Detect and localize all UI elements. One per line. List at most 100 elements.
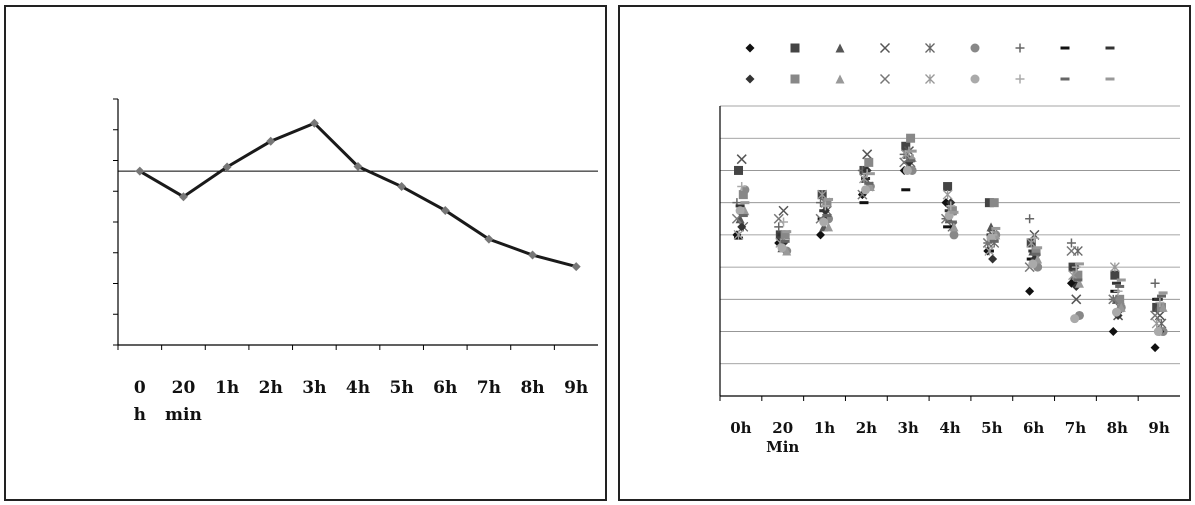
data-point <box>865 172 875 176</box>
x-tick-label-part: 7h <box>1065 419 1086 437</box>
data-point <box>1071 294 1082 305</box>
x-tick-label: 0h <box>730 419 751 437</box>
legend-marker <box>745 43 755 53</box>
legend-marker <box>925 43 935 53</box>
x-tick-label-part: 0h <box>730 419 751 437</box>
data-point <box>774 222 784 232</box>
data-point <box>1150 278 1160 288</box>
data-point <box>1028 259 1038 269</box>
data-point <box>824 197 834 201</box>
x-tick-label-part: 20 <box>172 378 196 398</box>
legend-marker <box>790 74 800 84</box>
data-point <box>1070 314 1080 324</box>
data-point <box>528 250 538 260</box>
data-point <box>941 198 951 208</box>
x-tick-label: 1h <box>814 419 835 437</box>
x-tick-label-part: h <box>134 405 146 425</box>
data-point <box>1108 327 1118 337</box>
data-point <box>782 230 792 234</box>
x-tick-label: 6h <box>1023 419 1044 437</box>
x-tick-label: 7h <box>1065 419 1086 437</box>
data-point <box>820 206 830 216</box>
data-point <box>986 222 996 232</box>
x-tick-label: 9h <box>1148 419 1169 437</box>
data-point <box>1113 286 1123 296</box>
data-point <box>733 229 744 240</box>
data-point <box>738 214 748 218</box>
legend-marker <box>879 42 891 54</box>
x-tick-label-part: 0 <box>134 378 146 398</box>
data-point <box>1156 294 1166 298</box>
data-point <box>824 222 834 232</box>
chart-panel-a: 0 h 20 min 1h 2h 3h 4h 5h 6h 7h 8h 9h <box>4 5 607 501</box>
data-point <box>1109 262 1120 273</box>
x-tick-label-part: 1h <box>215 378 239 398</box>
data-point <box>1115 284 1125 288</box>
data-point <box>899 149 909 159</box>
data-point <box>822 214 832 218</box>
data-point <box>864 181 874 185</box>
legend-marker <box>970 74 980 84</box>
x-tick-label-part: 7h <box>477 378 501 398</box>
legend-marker <box>1015 74 1025 84</box>
x-tick-label-part: 1h <box>814 419 835 437</box>
data-point <box>738 190 748 200</box>
x-tick-label: 8h <box>520 378 544 398</box>
data-point <box>989 239 999 243</box>
data-point <box>942 189 953 200</box>
data-point <box>1153 297 1163 301</box>
x-tick-label-part: 2h <box>259 378 283 398</box>
data-point <box>1111 281 1121 285</box>
x-tick-label-part: 3h <box>302 378 326 398</box>
data-point <box>737 222 747 232</box>
x-tick-label-part: 8h <box>1107 419 1128 437</box>
data-point <box>819 217 829 227</box>
x-tick-label: 1h <box>215 378 239 398</box>
data-point <box>822 198 832 208</box>
data-point <box>571 262 581 272</box>
x-tick-label: 9h <box>564 378 588 398</box>
data-point <box>907 149 917 153</box>
x-tick-label-part: 6h <box>433 378 457 398</box>
legend-marker <box>835 43 845 53</box>
data-point <box>1074 278 1084 288</box>
data-point <box>1068 270 1079 281</box>
data-point <box>1073 278 1083 282</box>
data-point <box>901 188 911 192</box>
data-point <box>902 165 912 175</box>
data-point <box>1158 302 1168 312</box>
legend-marker <box>1060 77 1070 81</box>
x-tick-label: 3h <box>302 378 326 398</box>
x-tick-label: 20 min <box>165 378 202 425</box>
data-point <box>816 230 826 240</box>
data-point <box>353 161 363 171</box>
data-point <box>135 166 145 176</box>
x-tick-label-part: 20 <box>772 419 793 437</box>
data-point <box>737 182 747 192</box>
data-point <box>1115 294 1125 304</box>
x-tick-label-part: 9h <box>1148 419 1169 437</box>
data-point <box>906 133 916 143</box>
data-point <box>735 204 745 208</box>
data-point <box>778 205 789 216</box>
legend-marker <box>745 74 755 84</box>
x-tick-label: 7h <box>477 378 501 398</box>
data-point <box>309 118 319 128</box>
data-point <box>1066 238 1076 248</box>
data-point <box>779 217 789 227</box>
x-tick-label: 6h <box>433 378 457 398</box>
x-tick-label: 2h <box>259 378 283 398</box>
legend-marker <box>925 74 935 84</box>
data-point <box>222 162 232 172</box>
data-point <box>949 222 959 232</box>
data-point <box>1150 310 1161 321</box>
x-tick-label-part: 3h <box>898 419 919 437</box>
data-point <box>1031 252 1041 256</box>
data-point <box>484 234 494 244</box>
data-point <box>1150 343 1160 353</box>
scatter-chart-svg: 0h 20 Min 1h 2h 3h 4h 5h 6h 7h 8h 9h <box>719 42 1180 456</box>
x-tick-label: 5h <box>981 419 1002 437</box>
data-point <box>864 157 874 167</box>
x-tick-label-part: 8h <box>520 378 544 398</box>
